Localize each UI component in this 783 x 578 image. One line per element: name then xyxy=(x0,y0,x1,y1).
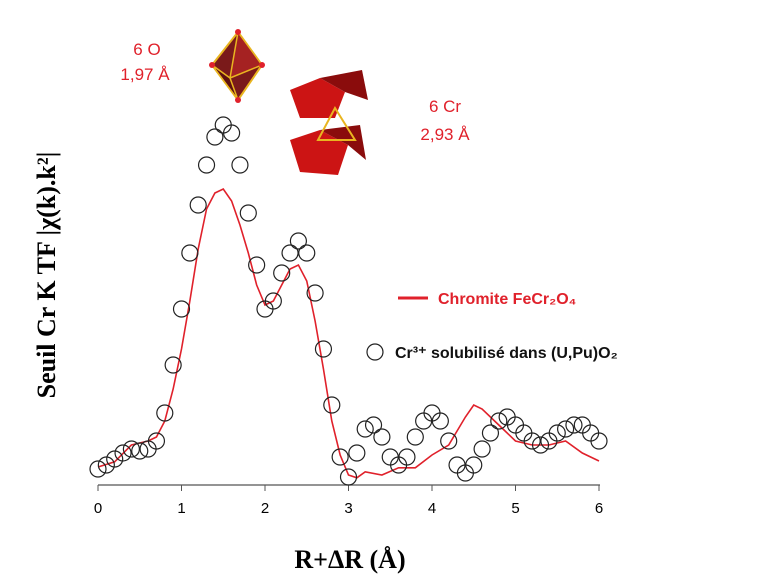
point xyxy=(281,244,299,262)
point xyxy=(223,124,241,142)
point xyxy=(406,428,424,446)
point xyxy=(590,432,608,450)
point xyxy=(364,416,383,434)
legend-swatch xyxy=(366,343,384,361)
x-tick-label: 5 xyxy=(511,500,519,517)
point xyxy=(273,264,291,282)
x-tick-label: 1 xyxy=(177,500,185,517)
point xyxy=(89,460,107,478)
annotation: 2,93 Å xyxy=(420,125,470,144)
point xyxy=(314,340,333,358)
point xyxy=(206,128,224,146)
octahedron-icon xyxy=(209,29,265,103)
point xyxy=(548,424,566,442)
point xyxy=(481,424,500,442)
point xyxy=(373,428,391,446)
point xyxy=(331,448,349,466)
point xyxy=(189,196,207,214)
point xyxy=(490,412,508,430)
line xyxy=(97,187,600,479)
point xyxy=(172,300,191,318)
x-tick-label: 4 xyxy=(428,500,436,517)
x-tick-label: 2 xyxy=(261,500,269,517)
y-axis-label: Seuil Cr K TF |χ(k).k²| xyxy=(32,152,61,399)
point xyxy=(323,396,341,414)
legend-label: Chromite FeCr₂O₄ xyxy=(438,291,576,308)
annotation: 6 Cr xyxy=(429,97,461,116)
point xyxy=(156,404,174,422)
point xyxy=(473,440,491,458)
point xyxy=(298,244,316,262)
point xyxy=(565,416,583,434)
x-tick-label: 0 xyxy=(94,500,102,517)
point xyxy=(531,436,550,454)
point xyxy=(431,412,449,430)
cluster-icon xyxy=(290,70,368,175)
point xyxy=(248,256,266,274)
point xyxy=(239,204,257,222)
point xyxy=(465,456,483,474)
point xyxy=(289,232,307,250)
point xyxy=(181,244,199,262)
point xyxy=(122,440,140,458)
annotation: 6 O xyxy=(133,40,160,59)
x-tick-label: 6 xyxy=(595,500,603,517)
point xyxy=(231,156,249,174)
legend-label: Cr³⁺ solubilisé dans (U,Pu)O₂ xyxy=(395,345,618,362)
annotation: 1,97 Å xyxy=(120,65,170,84)
point xyxy=(306,284,324,302)
point xyxy=(164,356,182,374)
point xyxy=(197,156,216,174)
point xyxy=(114,444,132,462)
point xyxy=(398,448,416,466)
point xyxy=(147,432,166,450)
point xyxy=(523,432,541,450)
x-axis-label: R+ΔR (Å) xyxy=(294,545,405,574)
point xyxy=(131,442,149,460)
point xyxy=(356,420,374,438)
x-tick-label: 3 xyxy=(344,500,352,517)
point xyxy=(339,468,358,486)
point xyxy=(556,420,575,438)
point xyxy=(440,432,458,450)
point xyxy=(348,444,366,462)
point xyxy=(264,292,282,310)
